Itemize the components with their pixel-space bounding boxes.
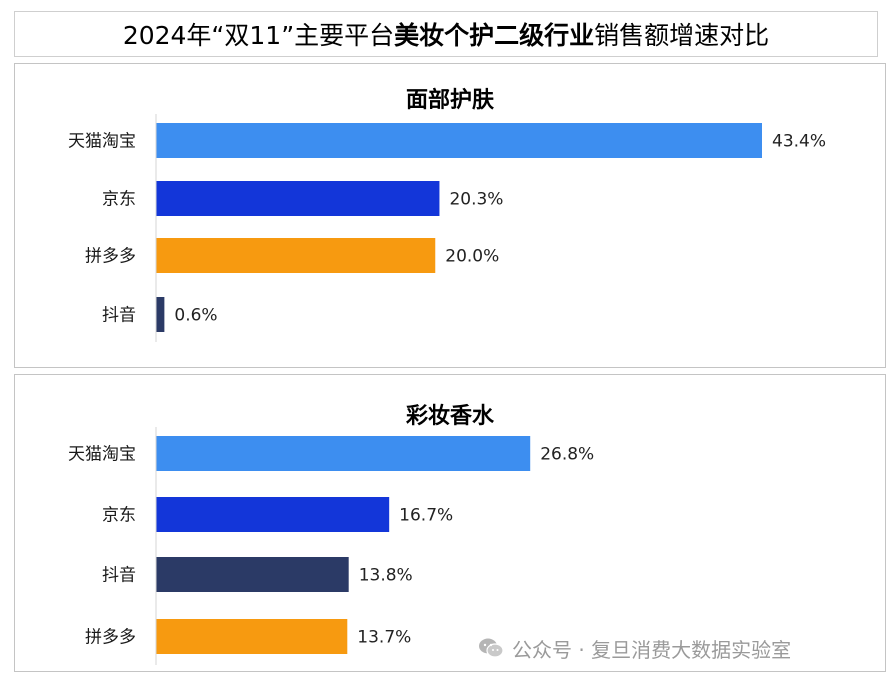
title-prefix: 2024年“双11”主要平台 — [122, 21, 395, 50]
chart-panel-skincare: 面部护肤天猫淘宝 43.4% 京东 20.3% 拼多多 20.0% 抖音 0.6% — [14, 63, 886, 368]
watermark-text: 公众号 · 复旦消费大数据实验室 — [512, 637, 792, 662]
bar-1 — [156, 497, 390, 532]
chart-title: 彩妆香水 — [405, 404, 495, 429]
bar-2 — [156, 557, 349, 592]
bar-0 — [156, 436, 531, 471]
category-label: 抖音 — [102, 566, 136, 586]
bar-2 — [156, 238, 436, 273]
category-label: 天猫淘宝 — [68, 132, 136, 152]
category-label: 拼多多 — [85, 247, 136, 267]
value-label: 0.6% — [174, 306, 217, 326]
category-label: 天猫淘宝 — [68, 445, 136, 465]
bar-3 — [156, 297, 165, 332]
chart-panel-makeup: 彩妆香水天猫淘宝 26.8% 京东 16.7% 抖音 13.8% 拼多多 13.7% — [14, 374, 886, 672]
title-suffix: 销售额增速对比 — [594, 21, 770, 50]
value-label: 20.0% — [445, 247, 499, 267]
bar-0 — [156, 123, 762, 158]
value-label: 26.8% — [540, 445, 594, 465]
bar-3 — [156, 619, 348, 654]
value-label: 13.7% — [357, 628, 411, 648]
chart-main-title: 2024年“双11”主要平台 美妆个护二级行业 销售额增速对比 — [14, 11, 878, 57]
category-label: 京东 — [102, 190, 136, 210]
wechat-icon — [479, 638, 504, 658]
value-label: 20.3% — [449, 190, 503, 210]
bar-1 — [156, 181, 440, 216]
chart-title: 面部护肤 — [406, 87, 495, 113]
value-label: 43.4% — [772, 132, 826, 152]
value-label: 16.7% — [399, 506, 453, 526]
value-label: 13.8% — [359, 566, 413, 586]
category-label: 京东 — [102, 506, 136, 526]
category-label: 抖音 — [102, 306, 136, 326]
watermark: 公众号 · 复旦消费大数据实验室 — [478, 630, 791, 666]
title-bold: 美妆个护二级行业 — [394, 21, 595, 50]
category-label: 拼多多 — [85, 628, 136, 648]
